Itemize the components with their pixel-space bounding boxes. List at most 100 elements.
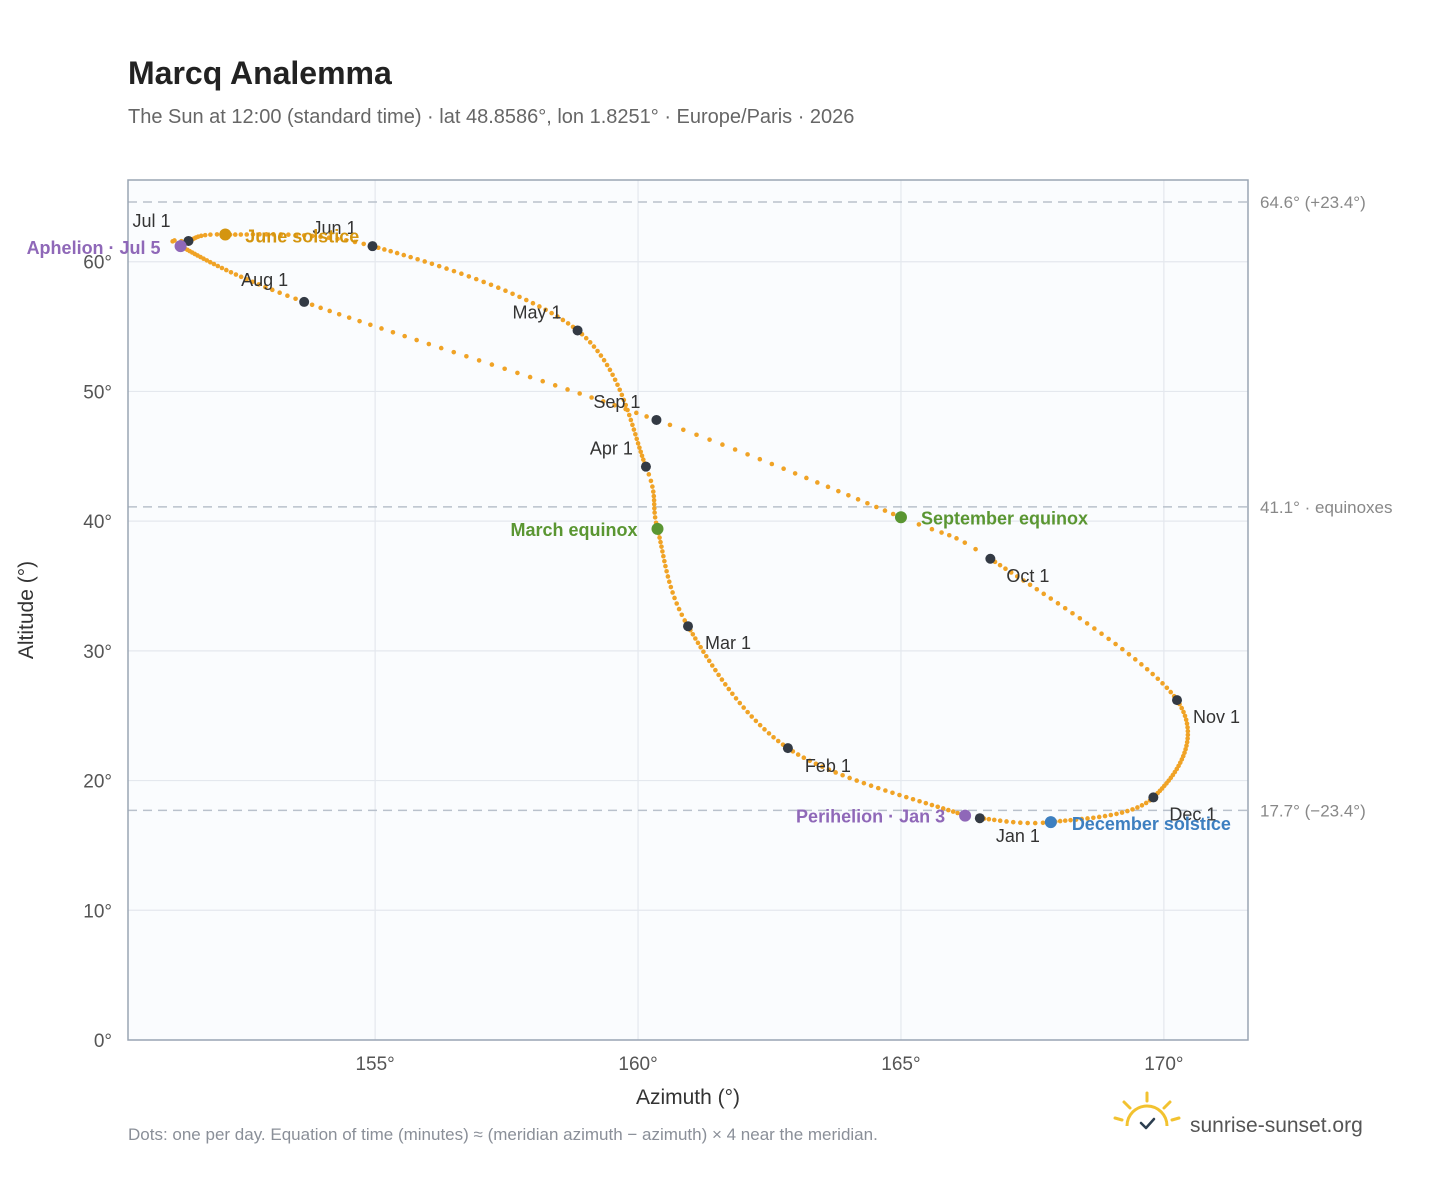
daily-sun-dot — [555, 314, 560, 319]
month-marker-label: Jul 1 — [132, 211, 170, 231]
daily-sun-dot — [991, 817, 997, 823]
daily-sun-dot — [1040, 820, 1046, 826]
event-marker-label: March equinox — [510, 520, 637, 540]
daily-sun-dot — [612, 403, 617, 408]
daily-sun-dot — [503, 288, 508, 294]
daily-sun-dot — [916, 522, 922, 527]
daily-sun-dot — [929, 526, 935, 532]
reference-line-label: 17.7° (−23.4°) — [1260, 801, 1366, 820]
daily-sun-dot — [633, 431, 638, 437]
month-marker-label: Dec 1 — [1169, 804, 1216, 824]
daily-sun-dot — [962, 540, 968, 545]
daily-sun-dot — [1184, 739, 1190, 745]
daily-sun-dot — [1185, 736, 1190, 741]
daily-sun-dot — [762, 727, 767, 732]
daily-sun-dot — [211, 261, 217, 267]
daily-sun-dot — [604, 362, 610, 368]
plot-frame — [127, 179, 1249, 1041]
daily-sun-dot — [244, 232, 250, 237]
y-tick-label: 50° — [83, 382, 112, 403]
daily-sun-dot — [318, 305, 323, 311]
daily-sun-dot — [694, 432, 699, 438]
daily-sun-dot — [1085, 816, 1090, 821]
daily-sun-dot — [997, 818, 1003, 824]
daily-sun-dot — [664, 568, 669, 574]
x-axis-ticks: 155° 160° 165° 170° — [355, 1054, 1183, 1075]
daily-sun-dot — [630, 422, 635, 428]
event-marker-dot — [651, 522, 664, 535]
daily-sun-dot — [769, 461, 775, 467]
daily-sun-dot — [701, 649, 706, 654]
daily-sun-dot — [730, 691, 735, 697]
daily-sun-dot — [336, 311, 342, 317]
daily-sun-dot — [1125, 808, 1130, 814]
daily-sun-dot — [277, 290, 282, 296]
y-axis-label: Altitude (°) — [15, 561, 38, 659]
daily-sun-dot — [854, 778, 860, 783]
daily-sun-dot — [792, 471, 798, 476]
month-marker-label: Jan 1 — [996, 826, 1040, 846]
daily-sun-dot — [591, 344, 597, 349]
daily-sun-dot — [707, 437, 712, 442]
daily-sun-dot — [451, 268, 457, 274]
daily-sun-dot — [1183, 717, 1189, 723]
daily-sun-dot — [368, 322, 373, 328]
month-marker-dot — [572, 325, 583, 336]
daily-sun-dot — [1010, 819, 1016, 825]
daily-sun-dot — [651, 501, 657, 507]
daily-sun-dot — [950, 809, 956, 814]
daily-sun-dot — [1073, 817, 1079, 822]
daily-sun-dot — [639, 453, 645, 459]
daily-sun-dot — [659, 544, 664, 549]
daily-sun-dot — [804, 475, 809, 481]
daily-sun-dot — [429, 261, 435, 267]
daily-sun-dot — [256, 282, 262, 287]
daily-sun-dot — [601, 357, 607, 363]
daily-sun-dot — [935, 804, 941, 810]
daily-sun-dot — [402, 333, 407, 339]
daily-sun-dot — [415, 256, 420, 262]
daily-sun-dot — [883, 788, 888, 793]
daily-sun-dot — [955, 810, 960, 816]
daily-sun-dot — [1120, 646, 1125, 652]
daily-sun-dot — [1139, 662, 1144, 667]
daily-sun-dot — [635, 441, 641, 446]
reference-lines: 64.6° (+23.4°) 41.1° · equinoxes 17.7° (−2… — [128, 193, 1393, 820]
daily-sun-dot — [1126, 651, 1132, 657]
month-markers: Jan 1 Feb 1 Mar 1 Apr 1 May 1 Jun 1 Jul 1 Aug 1… — [132, 211, 1240, 846]
daily-sun-dot — [1114, 811, 1119, 817]
month-marker-dot — [782, 743, 793, 754]
daily-sun-dot — [1032, 820, 1038, 826]
daily-sun-dot — [681, 427, 686, 433]
brand-name: sunrise-sunset.org — [1190, 1114, 1363, 1137]
daily-sun-dot — [577, 391, 582, 396]
daily-sun-dot — [1004, 819, 1009, 824]
daily-sun-dot — [552, 383, 558, 388]
daily-sun-dot — [868, 783, 874, 788]
daily-sun-dot — [264, 232, 269, 237]
daily-sun-dot — [1179, 705, 1185, 711]
daily-sun-dot — [1106, 636, 1111, 642]
daily-sun-dot — [451, 349, 457, 355]
daily-sun-dot — [846, 493, 851, 498]
daily-sun-dot — [826, 767, 832, 772]
daily-sun-dot — [775, 738, 781, 744]
daily-sun-dot — [318, 234, 323, 240]
daily-sun-dot — [488, 282, 494, 288]
month-marker-dot — [299, 296, 310, 307]
daily-sun-dot — [819, 764, 825, 770]
daily-sun-dot — [652, 510, 657, 515]
daily-sun-dot — [663, 563, 668, 569]
daily-sun-dot — [1096, 814, 1102, 820]
chart-subtitle: The Sun at 12:00 (standard time) · lat 4… — [128, 106, 854, 128]
daily-sun-dot — [612, 377, 618, 383]
daily-sun-dot — [263, 284, 268, 290]
daily-sun-dot — [781, 466, 786, 472]
daily-sun-dot — [598, 353, 604, 358]
daily-sun-dot — [202, 232, 208, 238]
daily-sun-dot — [495, 285, 501, 291]
daily-sun-dot — [648, 478, 654, 484]
daily-sun-dot — [244, 276, 249, 282]
daily-sun-dot — [1041, 591, 1047, 597]
